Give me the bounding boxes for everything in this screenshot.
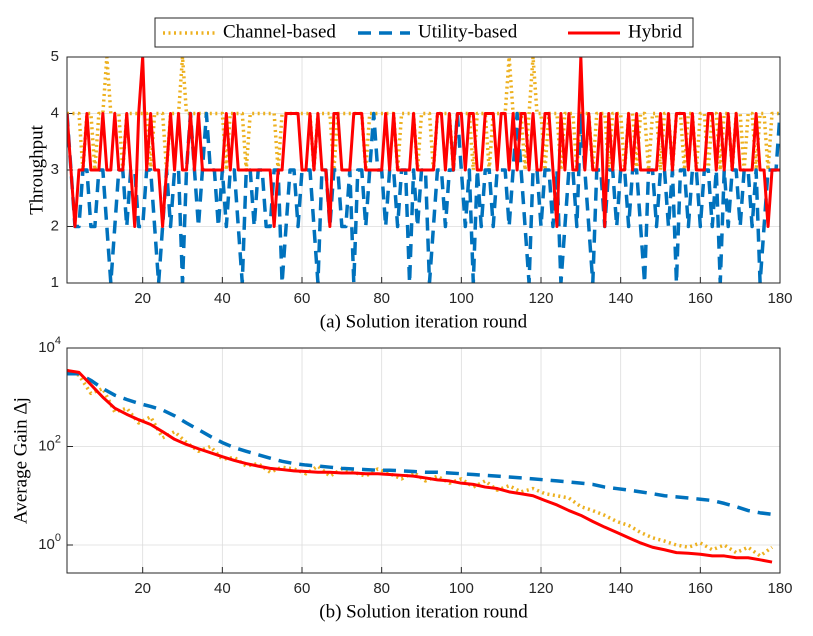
x-tick-label: 160 (688, 290, 713, 307)
axes-frame (66, 347, 781, 574)
legend-label: Hybrid (628, 21, 682, 42)
x-axis-label: (a) Solution iteration round (320, 311, 528, 332)
x-tick-label: 100 (449, 290, 474, 307)
series-line (67, 57, 780, 228)
legend-label: Channel-based (223, 21, 336, 42)
series-line (67, 57, 780, 172)
y-axis-label: Average Gain Δj (10, 397, 31, 524)
series-layer (67, 57, 780, 283)
x-tick-label: 80 (373, 290, 390, 307)
x-tick-label: 100 (449, 580, 474, 597)
series-layer (67, 368, 774, 564)
y-axis-label: Throughput (26, 124, 47, 214)
x-tick-label: 40 (214, 580, 231, 597)
x-tick-label: 140 (608, 290, 633, 307)
x-tick-label: 120 (528, 290, 553, 307)
x-tick-label: 60 (294, 290, 311, 307)
y-tick-label: 100 (38, 532, 61, 553)
plot-area (67, 348, 780, 573)
x-tick-label: 160 (688, 580, 713, 597)
y-tick-label: 3 (51, 161, 59, 178)
x-tick-label: 120 (528, 580, 553, 597)
x-tick-label: 180 (767, 580, 792, 597)
x-tick-label: 60 (294, 580, 311, 597)
x-axis-label: (b) Solution iteration round (319, 601, 528, 622)
x-tick-label: 180 (767, 290, 792, 307)
y-tick-label: 104 (38, 335, 61, 356)
y-tick-label: 102 (38, 433, 61, 454)
axes-frame (66, 56, 781, 284)
x-tick-label: 80 (373, 580, 390, 597)
legend-label: Utility-based (418, 21, 518, 42)
series-line (67, 368, 773, 564)
x-tick-label: 20 (134, 290, 151, 307)
y-tick-label: 4 (51, 104, 59, 121)
y-tick-label: 5 (51, 48, 59, 65)
x-tick-label: 20 (134, 580, 151, 597)
series-line (67, 368, 774, 558)
y-tick-label: 1 (51, 274, 59, 291)
x-tick-label: 40 (214, 290, 231, 307)
series-line (67, 372, 773, 517)
y-tick-label: 2 (51, 217, 59, 234)
x-tick-label: 140 (608, 580, 633, 597)
